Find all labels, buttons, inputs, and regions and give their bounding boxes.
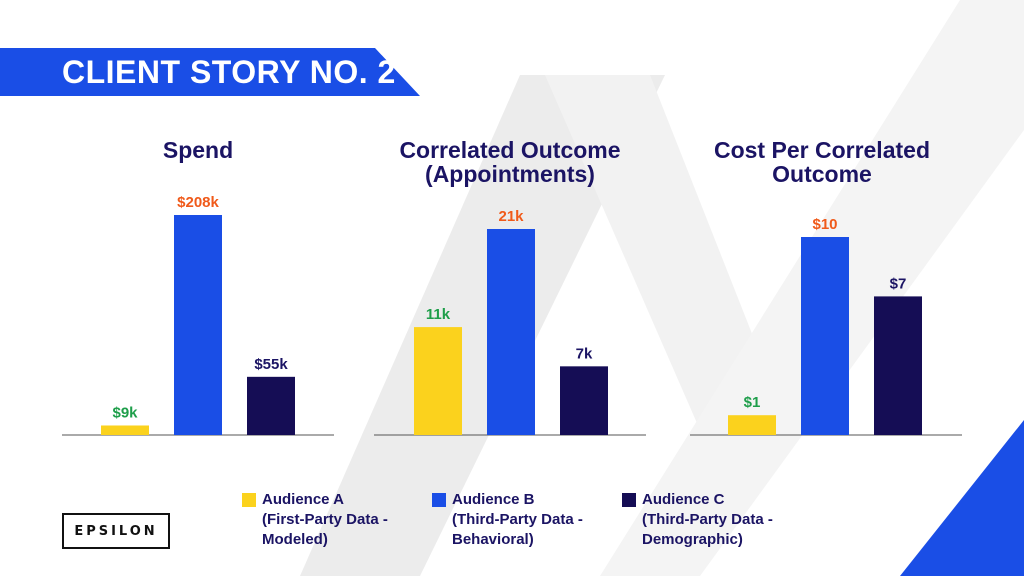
legend-desc: Modeled) — [262, 531, 328, 548]
bar-audience-c — [560, 366, 608, 435]
page-title: CLIENT STORY NO. 2 — [62, 54, 396, 90]
background-chevron-shape — [300, 75, 665, 576]
background-corner-triangle — [900, 420, 1024, 576]
chart-title-correlated-outcome: Correlated Outcome (Appointments) — [399, 137, 621, 187]
legend-desc: Demographic) — [642, 531, 743, 548]
bar-data-label: $55k — [254, 356, 288, 373]
header-banner — [0, 48, 420, 96]
legend-name: Audience C — [642, 491, 725, 508]
legend-swatch — [432, 493, 446, 507]
bar-audience-a — [101, 425, 149, 435]
bar-data-label: $9k — [112, 404, 138, 421]
bar-data-label: $208k — [177, 194, 219, 211]
bar-audience-a — [728, 415, 776, 435]
bar-data-label: 21k — [498, 208, 524, 225]
background-chevron-shape — [545, 75, 790, 430]
bar-data-label: 11k — [426, 306, 451, 323]
bar-data-label: $1 — [744, 394, 761, 411]
bar-audience-c — [247, 376, 295, 435]
bar-audience-b — [174, 215, 222, 435]
legend-desc: Behavioral) — [452, 531, 534, 548]
chart-title-spend: Spend — [162, 137, 234, 163]
legend-desc: (Third-Party Data - — [452, 511, 583, 528]
epsilon-logo: EPSILON — [62, 513, 170, 549]
logo-text: EPSILON — [74, 523, 158, 539]
bar-data-label: $7 — [890, 275, 907, 292]
legend-desc: (First-Party Data - — [262, 511, 388, 528]
bar-audience-b — [487, 229, 535, 435]
bar-audience-b — [801, 237, 849, 435]
legend-name: Audience A — [262, 491, 344, 508]
bar-data-label: $10 — [812, 216, 837, 233]
legend-swatch — [622, 493, 636, 507]
bar-data-label: 7k — [576, 345, 593, 362]
chart-title-cost-per-outcome: Cost Per Correlated Outcome — [713, 137, 930, 187]
legend-swatch — [242, 493, 256, 507]
bar-audience-c — [874, 296, 922, 435]
legend-desc: (Third-Party Data - — [642, 511, 773, 528]
bar-audience-a — [414, 327, 462, 435]
legend-name: Audience B — [452, 491, 535, 508]
